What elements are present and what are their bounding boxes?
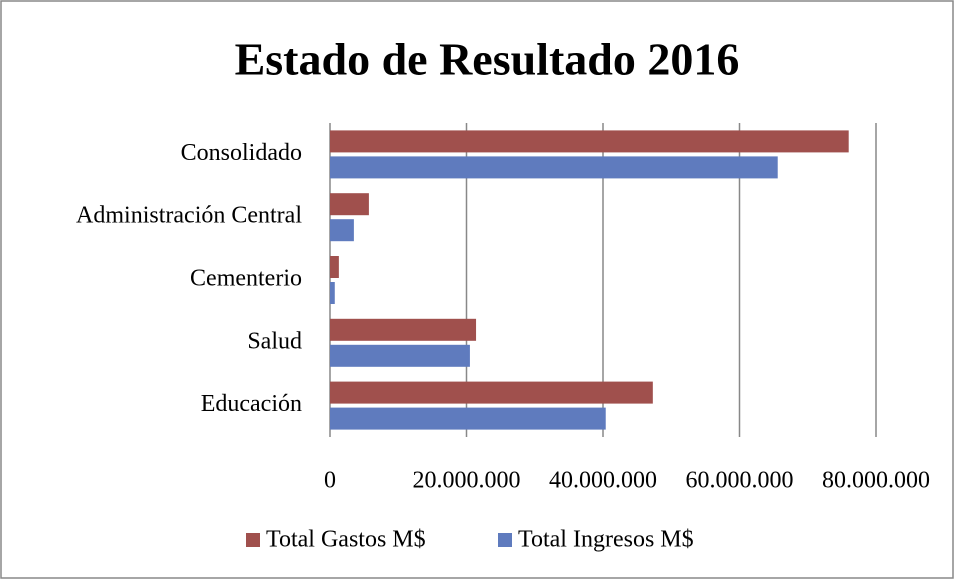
x-tick-label: 60.000.000	[686, 468, 794, 494]
y-tick-label: Educación	[201, 391, 302, 417]
x-tick-label: 40.000.000	[549, 468, 657, 494]
y-tick-label: Consolidado	[181, 140, 302, 166]
y-tick-label: Administración Central	[76, 203, 302, 229]
bar	[330, 156, 778, 179]
legend-label: Total Ingresos M$	[518, 527, 694, 553]
bar	[330, 219, 354, 242]
x-tick-label: 0	[324, 468, 336, 494]
y-tick-label: Cementerio	[190, 266, 302, 292]
legend-swatch	[246, 533, 260, 547]
bar	[330, 193, 369, 216]
x-tick-label: 20.000.000	[413, 468, 521, 494]
bar	[330, 381, 653, 404]
chart-title: Estado de Resultado 2016	[235, 34, 740, 85]
legend-label: Total Gastos M$	[266, 527, 426, 553]
y-tick-label: Salud	[247, 328, 302, 354]
bar	[330, 130, 849, 153]
legend-swatch	[498, 533, 512, 547]
bar	[330, 407, 606, 430]
x-tick-label: 80.000.000	[822, 468, 930, 494]
bar	[330, 318, 477, 341]
bar	[330, 344, 470, 367]
bar	[330, 256, 339, 278]
bar	[330, 282, 335, 304]
